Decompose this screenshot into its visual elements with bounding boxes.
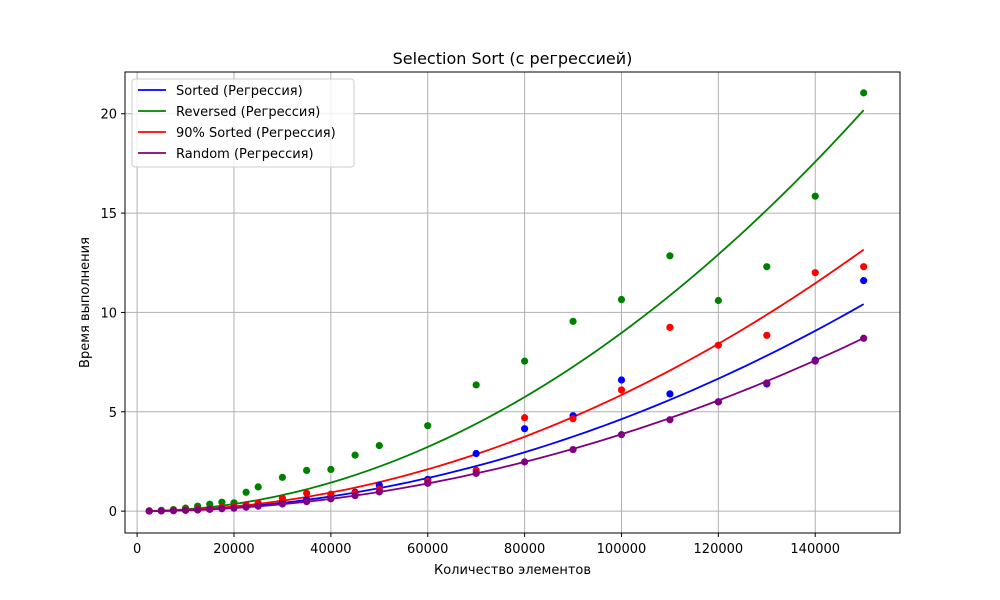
data-point-0 (666, 390, 674, 398)
data-point-1 (666, 252, 674, 260)
legend-label-sorted: Sorted (Регрессия) (176, 84, 303, 99)
data-point-3 (569, 445, 577, 454)
data-point-3 (617, 431, 626, 439)
data-point-1 (424, 422, 432, 430)
data-point-3 (194, 506, 202, 514)
data-point-3 (860, 334, 868, 342)
data-point-2 (666, 323, 674, 331)
y-tick-label: 5 (109, 406, 117, 421)
x-tick-label: 0 (133, 542, 141, 557)
y-tick-label: 0 (109, 505, 117, 520)
y-tick-label: 15 (100, 207, 117, 222)
data-point-3 (763, 379, 771, 387)
data-point-1 (521, 357, 529, 365)
data-point-3 (145, 507, 153, 515)
data-point-2 (303, 489, 311, 497)
data-point-1 (811, 192, 819, 200)
data-point-1 (303, 466, 311, 475)
data-point-2 (278, 494, 287, 502)
legend-label-random: Random (Регрессия) (176, 147, 314, 162)
data-point-1 (472, 381, 480, 389)
data-point-1 (714, 296, 722, 305)
data-point-1 (569, 317, 577, 325)
regression-line-1 (149, 109, 865, 512)
data-point-0 (472, 449, 480, 458)
axis-ticks: 0 20000 40000 60000 80000 100000 120000 140000 0… (100, 108, 840, 557)
data-point-3 (375, 488, 383, 496)
y-tick-label: 10 (100, 306, 117, 321)
data-point-1 (327, 465, 335, 474)
regression-lines (149, 109, 865, 512)
y-axis-label: Время выполнения (78, 237, 93, 368)
legend-box (131, 78, 355, 168)
regression-line-0 (149, 303, 865, 512)
data-points (145, 89, 868, 515)
data-point-2 (811, 269, 819, 277)
x-tick-label: 80000 (504, 542, 545, 557)
legend: Sorted (Регрессия) Reversed (Регрессия) … (131, 78, 355, 168)
x-tick-label: 20000 (213, 542, 254, 557)
data-point-1 (242, 488, 250, 496)
data-point-3 (278, 500, 287, 508)
x-tick-label: 40000 (310, 542, 351, 557)
x-tick-label: 60000 (407, 542, 448, 557)
data-point-1 (375, 441, 383, 450)
data-point-1 (254, 483, 262, 491)
data-point-2 (860, 263, 868, 271)
regression-line-3 (149, 337, 865, 512)
data-point-1 (763, 263, 771, 271)
data-point-3 (218, 505, 226, 513)
data-point-1 (860, 89, 868, 97)
chart-title: Selection Sort (с регрессией) (393, 49, 633, 68)
legend-label-reversed: Reversed (Регрессия) (176, 105, 320, 120)
data-point-2 (714, 341, 722, 349)
data-point-1 (351, 451, 359, 459)
x-tick-label: 140000 (790, 542, 840, 557)
data-point-3 (303, 498, 311, 506)
y-tick-label: 20 (100, 108, 117, 123)
data-point-0 (860, 277, 868, 285)
data-point-3 (521, 458, 529, 466)
data-point-3 (351, 492, 359, 500)
data-point-2 (617, 386, 626, 394)
data-point-3 (811, 357, 819, 365)
data-point-3 (157, 507, 165, 515)
data-point-3 (206, 505, 214, 513)
data-point-1 (617, 295, 626, 304)
data-point-3 (181, 506, 190, 514)
data-point-0 (521, 425, 529, 433)
data-point-3 (242, 503, 250, 511)
data-point-2 (569, 415, 577, 423)
data-point-3 (472, 469, 480, 477)
x-tick-label: 100000 (597, 542, 647, 557)
data-point-3 (666, 416, 674, 424)
data-point-2 (763, 331, 771, 339)
data-point-3 (230, 504, 238, 512)
data-point-3 (327, 495, 335, 503)
data-point-3 (424, 479, 432, 487)
data-point-1 (278, 473, 287, 481)
data-point-3 (169, 507, 178, 515)
data-point-3 (714, 398, 722, 406)
data-point-1 (218, 498, 226, 506)
x-tick-label: 120000 (694, 542, 744, 557)
plot-frame (124, 71, 901, 534)
data-point-3 (254, 502, 262, 510)
x-axis-label: Количество элементов (434, 563, 591, 578)
regression-line-2 (149, 248, 865, 512)
data-point-2 (521, 414, 529, 422)
data-point-0 (617, 376, 626, 384)
legend-label-90-sorted: 90% Sorted (Регрессия) (176, 126, 336, 141)
